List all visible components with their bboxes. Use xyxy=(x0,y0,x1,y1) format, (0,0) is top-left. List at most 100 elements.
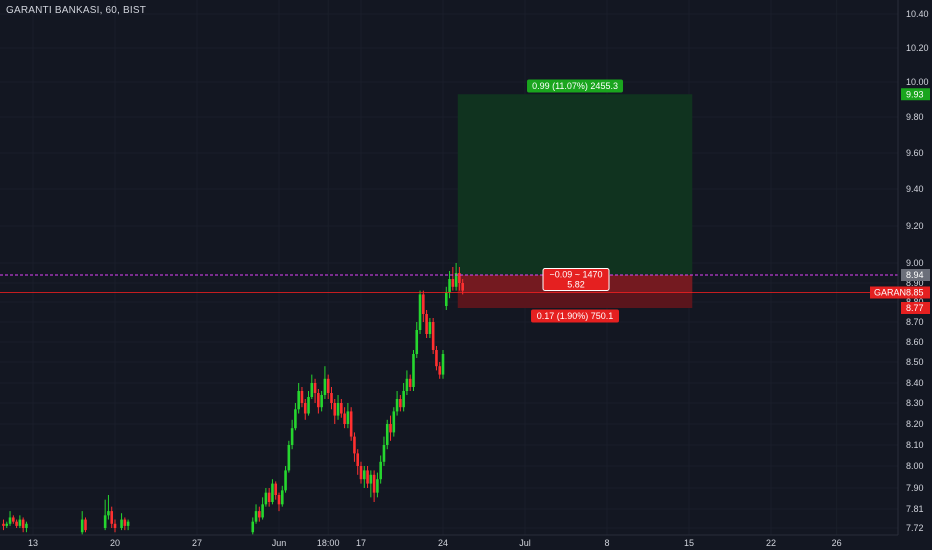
stop-price-badge: 8.77 xyxy=(901,302,930,314)
price-tick-label: 9.20 xyxy=(906,221,924,231)
time-tick-label: 8 xyxy=(604,538,609,548)
chart-title: GARANTI BANKASI, 60, BIST xyxy=(6,5,147,16)
price-tick-label: 8.60 xyxy=(906,337,924,347)
time-tick-label: Jul xyxy=(519,538,531,548)
candle-body xyxy=(346,411,350,424)
entry-price-badge-bg xyxy=(901,269,930,281)
candle-body xyxy=(412,354,415,387)
target-label-text: 0.99 (11.07%) 2455.3 xyxy=(532,81,618,91)
price-tick-label: 10.20 xyxy=(906,43,929,53)
candle-body xyxy=(448,279,451,293)
candle-body xyxy=(399,399,402,408)
candle-body xyxy=(290,428,294,445)
candle-body xyxy=(408,378,412,387)
price-tick-label: 8.40 xyxy=(906,378,924,388)
candle-body xyxy=(264,492,268,505)
candle-body xyxy=(402,391,405,408)
candle-body xyxy=(271,483,274,502)
candle-body xyxy=(405,378,409,391)
price-tick-label: 8.70 xyxy=(906,317,924,327)
candle-body xyxy=(366,470,369,484)
target-zone[interactable] xyxy=(457,94,693,275)
candle-body xyxy=(359,466,363,480)
candle-body xyxy=(300,391,304,403)
candle-body xyxy=(438,366,442,375)
candle-body xyxy=(379,461,382,480)
candle-body xyxy=(376,479,379,493)
candle-body xyxy=(297,391,300,410)
candle-body xyxy=(103,515,107,528)
candle-body xyxy=(418,294,422,330)
price-tick-label: 7.81 xyxy=(906,504,924,514)
current-price-badge-bg xyxy=(901,286,930,299)
candle-body xyxy=(254,511,258,522)
candle-body xyxy=(287,445,291,471)
pnl-label-bg xyxy=(542,268,610,291)
price-tick-label: 7.90 xyxy=(906,483,924,493)
candle-body xyxy=(21,519,25,528)
target-price-badge-bg xyxy=(901,88,930,101)
target-price-badge: 9.93 xyxy=(901,88,930,101)
candle-body xyxy=(422,294,425,314)
candle-body xyxy=(435,350,438,367)
current-price-badge-value: 8.85 xyxy=(906,288,924,298)
candle-body xyxy=(343,413,346,424)
target-price-badge-value: 9.93 xyxy=(906,89,924,99)
price-tick-label: 8.50 xyxy=(906,357,924,367)
candle-body xyxy=(120,519,123,528)
price-tick-label: 10.40 xyxy=(906,9,929,19)
price-tick-label: 8.90 xyxy=(906,278,924,288)
candle-body xyxy=(356,453,360,466)
price-tick-label: 9.40 xyxy=(906,184,924,194)
entry-price-badge-value: 8.94 xyxy=(906,270,924,280)
price-axis[interactable]: 10.4010.2010.009.809.609.409.209.008.908… xyxy=(906,9,929,533)
current-price-badge-name-bg xyxy=(870,286,901,299)
stop-price-badge-bg xyxy=(901,302,930,314)
candle-body xyxy=(444,292,448,306)
target-label-bg xyxy=(527,79,624,93)
candle-body xyxy=(8,517,12,524)
candle-body xyxy=(267,492,271,502)
time-tick-label: 18:00 xyxy=(317,538,340,548)
candle-body xyxy=(277,495,281,505)
time-axis[interactable]: 13 20 27 Jun 18:00 17 24 Jul 8 15 22 26 xyxy=(28,538,842,548)
price-lines xyxy=(0,274,898,293)
candle-body xyxy=(307,397,310,414)
price-tick-label: 8.30 xyxy=(906,398,924,408)
candle-body xyxy=(382,445,386,462)
time-tick-label: 17 xyxy=(356,538,366,548)
candle-body xyxy=(349,411,353,437)
price-tick-label: 9.60 xyxy=(906,148,924,158)
candle-body xyxy=(326,378,330,393)
candle-body xyxy=(110,511,114,524)
candlestick-series xyxy=(2,263,464,535)
target-label: 0.99 (11.07%) 2455.3 xyxy=(527,79,624,93)
price-tick-label: 8.20 xyxy=(906,419,924,429)
candle-body xyxy=(258,511,261,518)
price-tick-label: 9.00 xyxy=(906,258,924,268)
time-tick-label: 13 xyxy=(28,538,38,548)
candle-body xyxy=(389,424,392,433)
candle-body xyxy=(280,490,284,505)
candle-body xyxy=(333,403,337,416)
pnl-label-text: 5.82 xyxy=(567,280,585,290)
candle-body xyxy=(458,273,461,283)
position-zones[interactable] xyxy=(457,94,693,308)
time-tick-label: 15 xyxy=(684,538,694,548)
candle-body xyxy=(362,470,366,480)
candle-body xyxy=(428,322,432,334)
pnl-label-text: −0.09 ~ 1470 xyxy=(549,270,602,280)
stop-price-badge-value: 8.77 xyxy=(906,303,924,313)
candle-body xyxy=(310,383,314,397)
time-tick-label: Jun xyxy=(272,538,287,548)
candle-body xyxy=(251,521,255,533)
candle-body xyxy=(15,521,18,526)
candle-body xyxy=(284,470,287,491)
candle-body xyxy=(261,504,264,518)
candle-body xyxy=(317,393,320,408)
candle-body xyxy=(340,403,343,414)
stop-label-text: 0.17 (1.90%) 750.1 xyxy=(537,311,614,321)
price-tick-label: 8.10 xyxy=(906,440,924,450)
